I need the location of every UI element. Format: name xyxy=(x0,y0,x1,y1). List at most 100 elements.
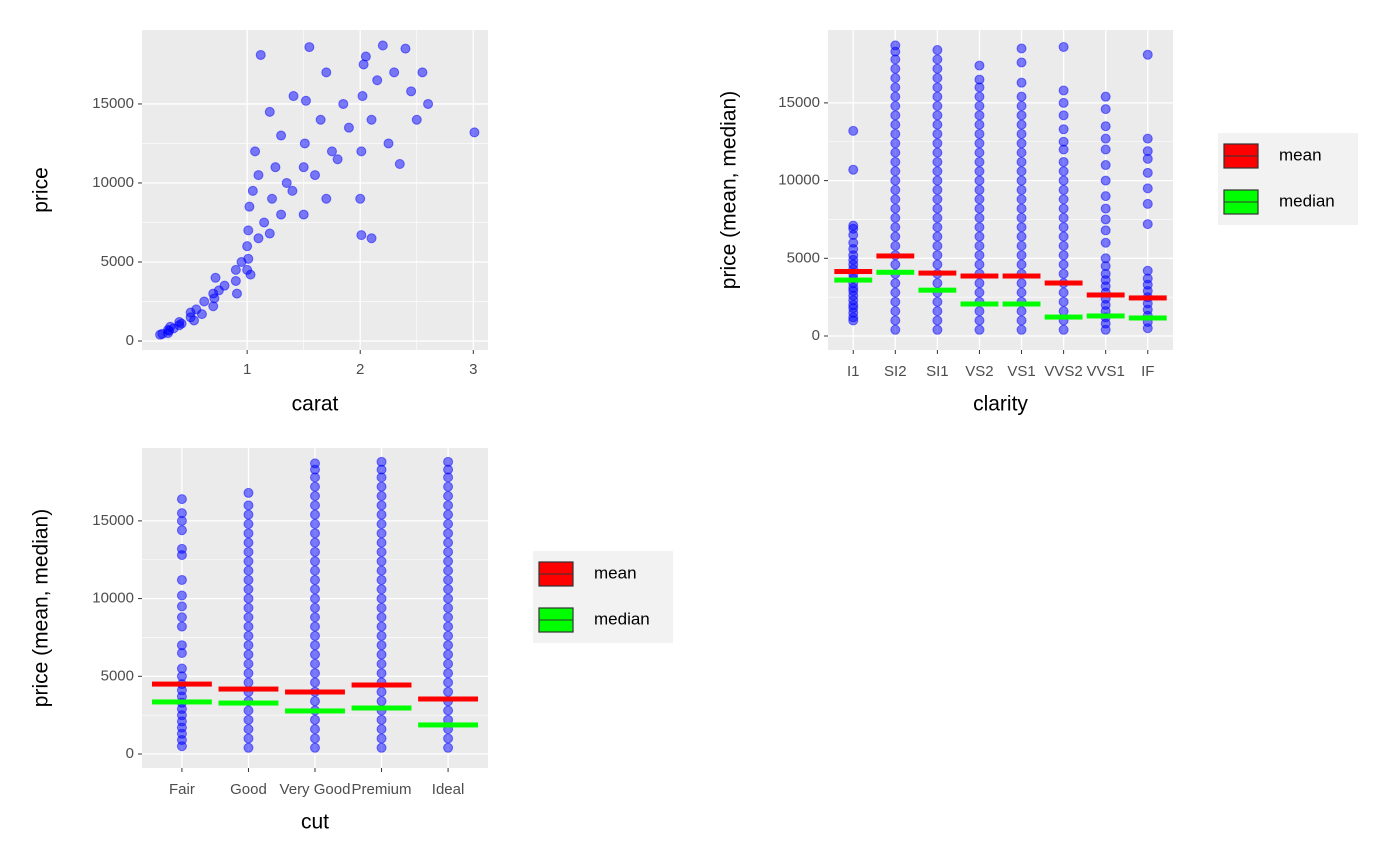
point xyxy=(890,222,901,233)
point xyxy=(264,228,275,239)
point xyxy=(243,630,254,641)
point xyxy=(932,240,943,251)
crossbar xyxy=(834,277,873,283)
point xyxy=(974,138,985,149)
point xyxy=(443,677,454,688)
y-axis-title: price xyxy=(30,167,53,213)
y-tick-label: 0 xyxy=(126,332,134,349)
point xyxy=(310,621,320,632)
point xyxy=(355,193,366,204)
point xyxy=(243,724,254,735)
point xyxy=(176,590,187,601)
point xyxy=(974,306,985,317)
point xyxy=(443,528,454,539)
point xyxy=(176,663,187,674)
point xyxy=(443,612,454,623)
point xyxy=(321,193,332,204)
point xyxy=(310,658,320,669)
point xyxy=(974,240,985,251)
point xyxy=(1142,49,1153,60)
point xyxy=(176,574,187,585)
point xyxy=(1100,214,1111,225)
point xyxy=(310,574,320,585)
crossbar xyxy=(1086,313,1125,319)
point xyxy=(288,91,299,102)
point xyxy=(848,220,859,231)
point xyxy=(376,696,387,707)
point xyxy=(310,170,320,181)
point xyxy=(310,458,320,469)
point xyxy=(356,230,367,241)
point xyxy=(176,318,187,329)
point xyxy=(310,565,320,576)
point xyxy=(376,742,387,753)
point xyxy=(383,138,394,149)
point xyxy=(310,546,320,557)
point xyxy=(890,315,901,326)
point xyxy=(932,231,943,242)
point xyxy=(974,166,985,177)
point xyxy=(1142,146,1153,157)
point xyxy=(1100,133,1111,144)
point xyxy=(1016,175,1027,186)
crossbar xyxy=(960,273,999,279)
point xyxy=(310,584,320,595)
x-axis-title: cut xyxy=(301,811,329,834)
point xyxy=(443,481,454,492)
point xyxy=(1142,265,1153,276)
point xyxy=(890,194,901,205)
point xyxy=(176,494,187,505)
point xyxy=(443,500,454,511)
point xyxy=(243,556,254,567)
point xyxy=(932,315,943,326)
point xyxy=(376,649,387,660)
point xyxy=(243,509,254,520)
point xyxy=(243,649,254,660)
point xyxy=(332,154,343,165)
crossbar xyxy=(418,722,479,728)
point xyxy=(176,525,187,536)
x-axis-title: carat xyxy=(292,393,339,416)
point xyxy=(443,456,454,467)
point xyxy=(376,481,387,492)
point xyxy=(443,546,454,557)
point xyxy=(243,518,254,529)
y-tick-label: 10000 xyxy=(778,172,820,189)
point xyxy=(1016,194,1027,205)
point xyxy=(310,696,320,707)
point xyxy=(209,293,220,304)
point xyxy=(443,537,454,548)
point xyxy=(310,714,320,725)
point xyxy=(1016,240,1027,251)
point xyxy=(1058,212,1069,223)
point xyxy=(890,184,901,195)
point xyxy=(1016,166,1027,177)
crossbar xyxy=(418,696,479,702)
x-tick-label: VVS1 xyxy=(1087,363,1125,380)
point xyxy=(469,127,480,138)
point xyxy=(376,537,387,548)
point xyxy=(310,593,320,604)
point xyxy=(310,668,320,679)
point xyxy=(243,714,254,725)
crossbar xyxy=(1128,315,1167,321)
point xyxy=(1058,156,1069,167)
crossbar xyxy=(351,705,412,711)
point xyxy=(315,114,326,125)
crossbar xyxy=(1002,273,1041,279)
point xyxy=(255,49,266,60)
point xyxy=(1016,306,1027,317)
point xyxy=(974,60,985,71)
point xyxy=(1100,175,1111,186)
point xyxy=(974,74,985,85)
point xyxy=(1058,222,1069,233)
point xyxy=(1016,287,1027,298)
point xyxy=(310,537,320,548)
x-tick-label: Good xyxy=(230,781,267,798)
point xyxy=(1016,222,1027,233)
point xyxy=(253,233,264,244)
point xyxy=(890,147,901,158)
point xyxy=(356,146,367,157)
y-tick-label: 0 xyxy=(812,327,820,344)
point xyxy=(1016,119,1027,130)
